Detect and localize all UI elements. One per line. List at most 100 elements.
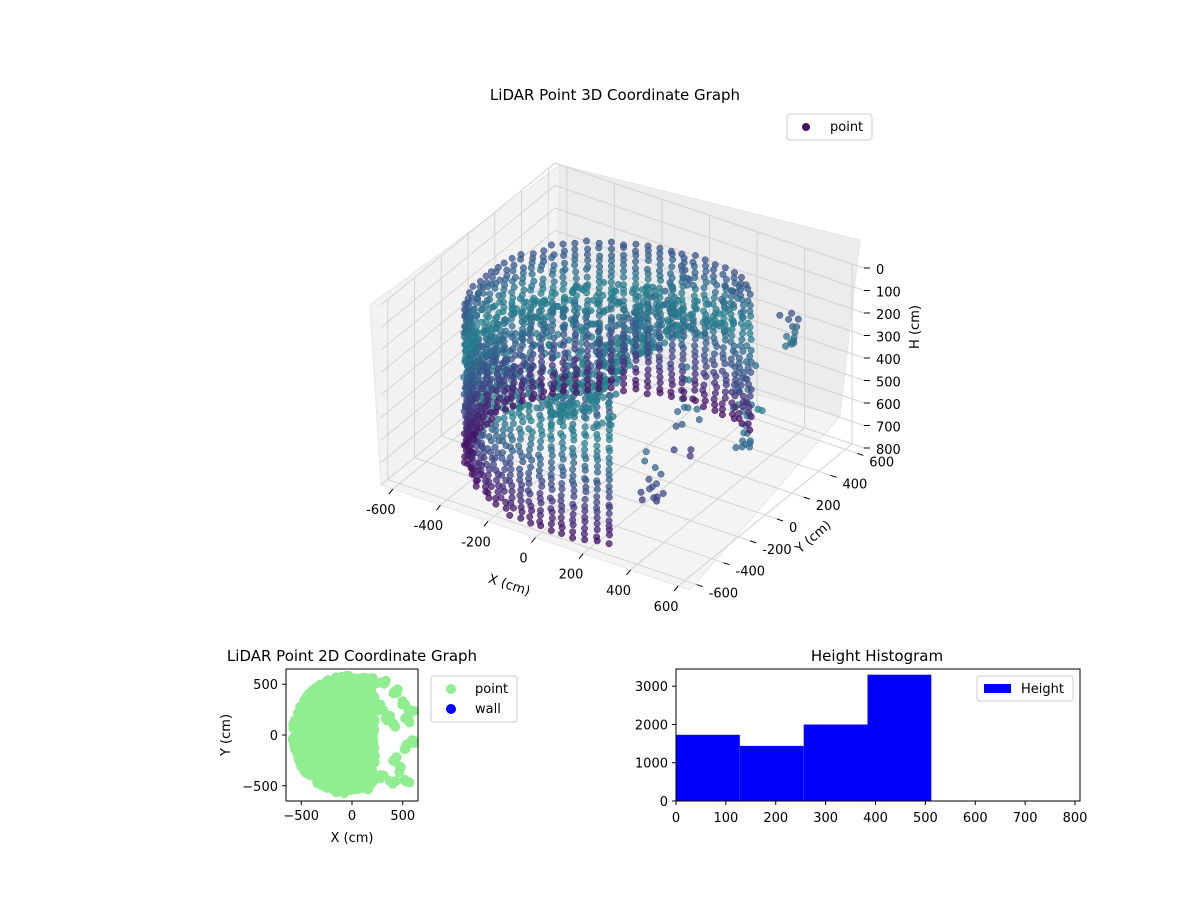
point-3d xyxy=(539,393,546,401)
point-2d xyxy=(312,732,323,743)
point-3d xyxy=(537,368,545,376)
point-3d xyxy=(595,257,603,264)
point-3d xyxy=(517,429,525,437)
point-3d xyxy=(472,395,480,403)
point-3d xyxy=(502,504,510,512)
point-3d xyxy=(632,356,640,364)
legend-2d-marker-point xyxy=(446,684,456,694)
point-3d xyxy=(718,411,726,419)
x-tick-label-hist: 0 xyxy=(672,811,680,826)
point-3d xyxy=(722,304,729,312)
point-3d xyxy=(620,334,627,342)
point-3d xyxy=(701,324,709,332)
point-2d xyxy=(338,754,348,765)
histogram-bars xyxy=(676,674,932,801)
point-3d xyxy=(620,380,628,388)
point-3d xyxy=(581,536,589,544)
tick-label-3d: 400 xyxy=(606,584,631,599)
point-3d xyxy=(679,272,687,280)
point-2d xyxy=(348,739,359,750)
point-3d xyxy=(528,270,536,278)
x-tick-label-2d: 0 xyxy=(348,809,356,824)
point-3d xyxy=(700,391,708,398)
y-tick-label-hist: 1000 xyxy=(635,757,668,772)
point-2d xyxy=(402,713,413,724)
point-3d xyxy=(570,453,578,460)
point-3d xyxy=(582,488,590,496)
point-3d xyxy=(655,357,663,365)
point-3d xyxy=(691,335,699,343)
point-2d xyxy=(348,768,359,779)
point-3d xyxy=(548,293,556,301)
point-3d xyxy=(494,470,502,478)
lidar-3d-plot: LiDAR Point 3D Coordinate Graph -600 -400… xyxy=(366,86,923,615)
point-2d xyxy=(316,681,327,692)
point-2d xyxy=(367,673,378,683)
point-3d xyxy=(548,514,556,522)
point-3d xyxy=(570,431,578,439)
point-3d xyxy=(680,388,688,396)
point-3d xyxy=(593,448,601,455)
point-3d xyxy=(620,341,627,349)
point-3d xyxy=(651,464,659,472)
point-3d xyxy=(571,245,579,253)
point-3d xyxy=(573,365,580,373)
point-3d xyxy=(518,508,526,516)
point-2d xyxy=(301,743,312,754)
point-3d xyxy=(605,510,613,518)
point-3d xyxy=(739,398,747,406)
point-3d xyxy=(557,492,565,500)
point-3d xyxy=(607,238,615,246)
point-3d xyxy=(593,485,601,493)
point-3d xyxy=(668,335,676,343)
point-3d xyxy=(509,447,517,455)
tick-3d xyxy=(388,488,394,495)
point-3d xyxy=(493,313,501,321)
point-3d xyxy=(593,520,601,528)
point-3d xyxy=(695,416,703,424)
point-3d xyxy=(491,341,499,349)
point-3d xyxy=(499,360,507,367)
point-3d xyxy=(710,294,718,302)
point-3d xyxy=(526,446,533,454)
point-3d xyxy=(746,392,754,400)
point-3d xyxy=(469,305,477,313)
point-3d xyxy=(558,485,566,493)
point-3d xyxy=(539,280,546,288)
point-3d xyxy=(501,387,509,395)
point-3d xyxy=(679,350,687,358)
point-3d xyxy=(582,432,590,440)
point-2d xyxy=(376,770,387,781)
point-3d xyxy=(581,466,589,474)
point-2d xyxy=(303,735,314,746)
point-3d xyxy=(581,524,589,532)
point-3d xyxy=(538,477,546,485)
point-3d xyxy=(593,537,601,545)
point-3d xyxy=(612,390,620,398)
point-3d xyxy=(577,348,585,356)
point-3d xyxy=(508,494,516,502)
histogram-frame xyxy=(675,668,1081,802)
point-3d xyxy=(465,390,473,398)
point-2d xyxy=(303,695,314,706)
point-3d xyxy=(536,455,544,463)
height-histogram: Height Histogram 0 100 200 300 400 500 600 700 8… xyxy=(635,647,1088,826)
point-3d xyxy=(558,403,566,410)
point-3d xyxy=(491,302,499,310)
point-3d xyxy=(668,341,676,349)
point-3d xyxy=(668,353,676,361)
point-3d xyxy=(596,263,604,271)
point-3d xyxy=(526,337,534,345)
tick-3d xyxy=(531,537,536,543)
point-3d xyxy=(679,283,687,290)
point-3d xyxy=(568,425,576,432)
point-2d xyxy=(357,683,368,694)
point-3d xyxy=(547,458,555,466)
point-3d xyxy=(691,364,699,372)
point-3d xyxy=(607,272,615,280)
point-3d xyxy=(595,312,603,319)
point-3d xyxy=(570,504,578,511)
point-3d xyxy=(595,328,603,336)
point-3d xyxy=(472,459,480,467)
